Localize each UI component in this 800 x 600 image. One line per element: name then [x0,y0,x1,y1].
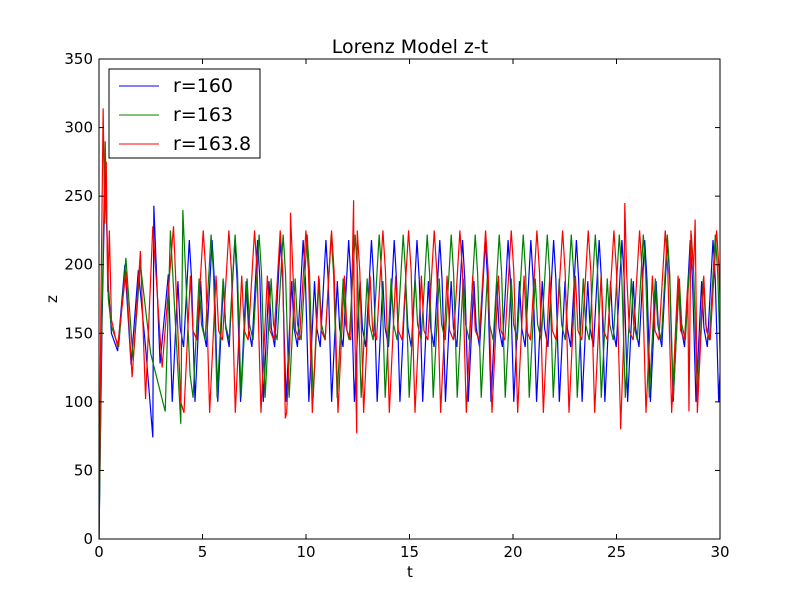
y-tick-label: 200 [64,256,93,274]
series-line-r163-8 [99,108,720,539]
y-tick-label: 300 [64,119,93,137]
legend-label-r163: r=163 [173,104,233,126]
x-tick-label: 15 [400,543,419,561]
x-tick-label: 5 [198,543,208,561]
legend-label-r160: r=160 [173,75,233,97]
x-tick-label: 25 [607,543,626,561]
y-tick-label: 150 [64,324,93,342]
series-line-r163 [99,141,720,539]
y-tick-label: 0 [83,530,93,548]
y-axis-label: z [43,295,61,303]
legend-box [108,68,261,159]
y-tick-label: 100 [64,393,93,411]
legend-label-r163-8: r=163.8 [173,133,251,155]
series-layer [99,108,720,539]
x-tick-label: 30 [710,543,729,561]
y-tick-label: 50 [74,461,93,479]
x-axis-label: t [407,563,413,581]
x-tick-label: 10 [296,543,315,561]
y-tick-label: 350 [64,50,93,68]
chart-title: Lorenz Model z-t [332,36,488,58]
legend: r=160 r=163 r=163.8 [108,68,261,159]
x-tick-label: 20 [503,543,522,561]
y-tick-label: 250 [64,187,93,205]
x-tick-label: 0 [94,543,104,561]
